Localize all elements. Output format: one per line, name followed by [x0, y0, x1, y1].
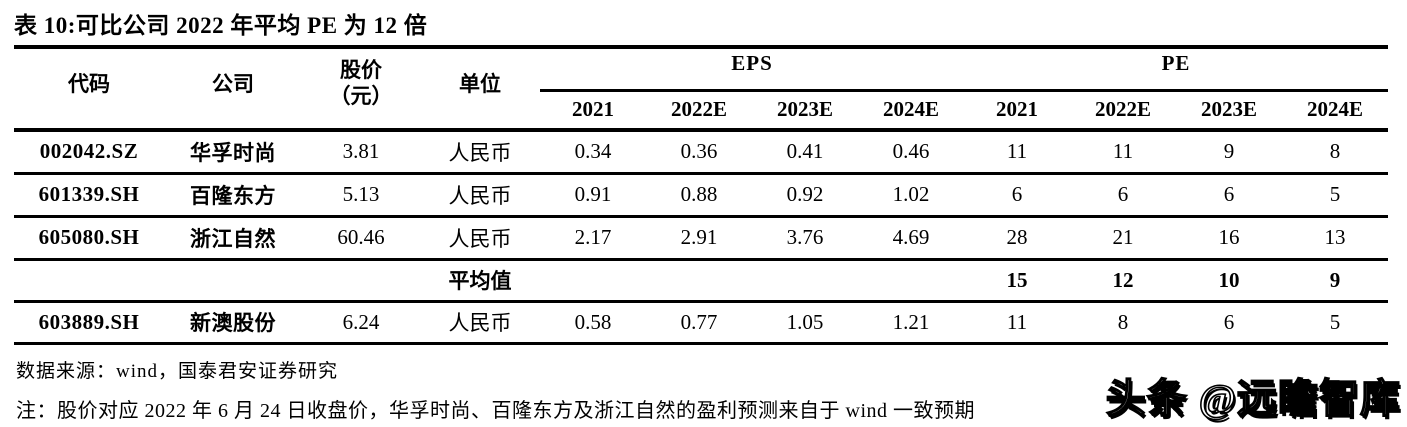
cell-empty	[646, 259, 752, 301]
cell-pe-2023e: 16	[1218, 225, 1240, 249]
cell-empty	[540, 259, 646, 301]
column-header-unit: 单位	[420, 38, 540, 132]
cell-eps-2021: 0.34	[574, 139, 612, 164]
average-pe-2024e: 9	[1329, 267, 1341, 292]
cell-company: 新澳股份	[190, 311, 276, 335]
cell-company: 浙江自然	[190, 226, 276, 251]
cell-empty	[302, 259, 420, 301]
cell-eps-2021: 2.17	[574, 225, 612, 249]
eps-year-2024e: 2024E	[858, 90, 965, 132]
eps-year-2021: 2021	[540, 90, 646, 132]
table-row-huafu: 002042.SZ 华孚时尚 3.81 人民币 0.34 0.36 0.41 0…	[14, 130, 1389, 173]
cell-price: 60.46	[337, 225, 385, 249]
average-pe-2023e: 10	[1218, 267, 1240, 292]
pe-year-2023e: 2023E	[1176, 90, 1283, 132]
cell-empty	[164, 259, 302, 301]
column-header-price: 股价 （元）	[302, 38, 420, 132]
cell-eps-2022e: 0.77	[680, 309, 718, 334]
cell-eps-2024e: 4.69	[892, 225, 930, 249]
column-header-company: 公司	[164, 38, 302, 132]
cell-pe-2021: 11	[1006, 309, 1028, 334]
cell-eps-2023e: 3.76	[786, 225, 824, 249]
cell-pe-2024e: 5	[1329, 182, 1341, 206]
cell-code: 605080.SH	[38, 225, 140, 249]
subject-row-xinao: 603889.SH 新澳股份 6.24 人民币 0.58 0.77 1.05 1…	[14, 301, 1389, 343]
footnote-text: 注：股价对应 2022 年 6 月 24 日收盘价，华孚时尚、百隆东方及浙江自然…	[16, 400, 975, 422]
column-group-eps: EPS	[540, 38, 965, 92]
cell-eps-2022e: 0.36	[680, 139, 718, 164]
cell-pe-2024e: 5	[1329, 309, 1341, 334]
price-header-line2: （元）	[329, 84, 393, 108]
average-pe-2021: 15	[1006, 267, 1028, 292]
cell-eps-2021: 0.91	[574, 182, 612, 206]
cell-eps-2024e: 1.02	[892, 182, 930, 206]
header-group-row: 代码 公司 股价 （元） 单位 EPS PE	[14, 38, 1389, 132]
cell-eps-2022e: 0.88	[680, 182, 718, 206]
cell-pe-2022e: 11	[1112, 139, 1134, 164]
cell-price: 5.13	[342, 182, 380, 206]
cell-eps-2022e: 2.91	[680, 225, 718, 249]
cell-empty	[14, 259, 164, 301]
cell-code: 601339.SH	[38, 182, 140, 206]
eps-year-2022e: 2022E	[646, 90, 752, 132]
cell-empty	[752, 259, 858, 301]
pe-year-2024e: 2024E	[1282, 90, 1389, 132]
cell-pe-2024e: 8	[1329, 139, 1341, 164]
cell-pe-2022e: 6	[1117, 182, 1129, 206]
pe-year-2021: 2021	[964, 90, 1071, 132]
cell-code: 603889.SH	[38, 309, 140, 334]
pe-year-2022e: 2022E	[1070, 90, 1177, 132]
cell-pe-2021: 11	[1006, 139, 1028, 164]
cell-price: 6.24	[342, 309, 380, 334]
table-row-zhejiang: 605080.SH 浙江自然 60.46 人民币 2.17 2.91 3.76 …	[14, 216, 1389, 259]
cell-eps-2023e: 0.92	[786, 182, 824, 206]
price-header-line1: 股价	[340, 57, 382, 82]
average-row: 平均值 15 12 10 9	[14, 259, 1389, 301]
cell-price: 3.81	[342, 139, 380, 164]
cell-unit: 人民币	[448, 226, 512, 251]
cell-pe-2022e: 8	[1117, 309, 1129, 334]
cell-pe-2023e: 6	[1223, 182, 1235, 206]
column-group-pe: PE	[964, 38, 1389, 92]
cell-unit: 人民币	[448, 183, 512, 208]
cell-eps-2024e: 0.46	[892, 139, 930, 164]
table-row-bailong: 601339.SH 百隆东方 5.13 人民币 0.91 0.88 0.92 1…	[14, 173, 1389, 216]
header-years-row: 2021 2022E 2023E 2024E 2021 2022E 2023E …	[14, 90, 1389, 132]
column-header-code: 代码	[14, 38, 164, 132]
cell-eps-2021: 0.58	[574, 309, 612, 334]
watermark-text: 头条 @远瞻智库	[1105, 375, 1401, 422]
cell-empty	[858, 259, 964, 301]
cell-eps-2023e: 0.41	[786, 139, 824, 164]
average-pe-2022e: 12	[1112, 267, 1134, 292]
cell-unit: 人民币	[448, 140, 512, 165]
data-source-text: 数据来源：wind，国泰君安证券研究	[16, 361, 339, 382]
cell-pe-2023e: 9	[1223, 139, 1235, 164]
average-label: 平均值	[448, 269, 512, 293]
cell-pe-2023e: 6	[1223, 309, 1235, 334]
cell-company: 百隆东方	[190, 183, 276, 208]
cell-unit: 人民币	[448, 311, 512, 335]
eps-year-2023e: 2023E	[752, 90, 858, 132]
cell-eps-2024e: 1.21	[892, 309, 930, 334]
cell-company: 华孚时尚	[190, 140, 276, 165]
comparables-table: 代码 公司 股价 （元） 单位 EPS PE 2021 2022E 2023E …	[14, 38, 1389, 345]
cell-code: 002042.SZ	[39, 139, 139, 164]
cell-pe-2021: 28	[1006, 225, 1028, 249]
cell-pe-2021: 6	[1011, 182, 1023, 206]
cell-pe-2022e: 21	[1112, 225, 1134, 249]
cell-eps-2023e: 1.05	[786, 309, 824, 334]
cell-pe-2024e: 13	[1324, 225, 1346, 249]
